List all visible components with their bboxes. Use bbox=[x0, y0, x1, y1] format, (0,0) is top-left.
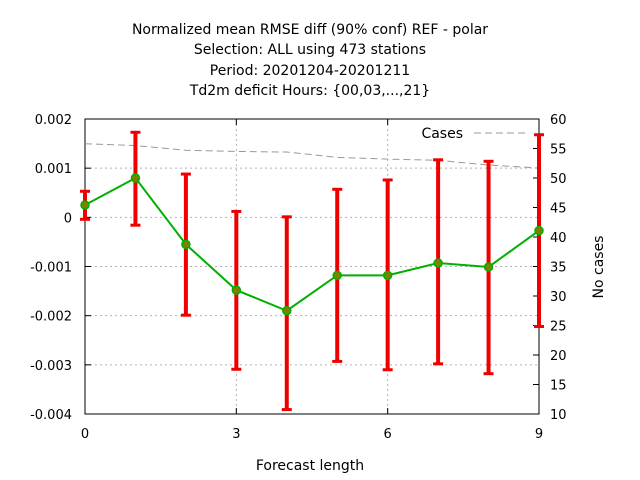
title-line-3: Period: 20201204-20201211 bbox=[210, 63, 410, 79]
y2-tick-label: 60 bbox=[550, 113, 567, 128]
x-axis: 0 3 6 9 bbox=[81, 119, 543, 442]
errorbars bbox=[80, 130, 544, 412]
y2-tick-label: 20 bbox=[550, 349, 567, 364]
data-point bbox=[80, 200, 90, 210]
y-tick-label: 0.002 bbox=[35, 113, 72, 128]
y2-tick-label: 35 bbox=[550, 261, 567, 276]
y2-tick-label: 25 bbox=[550, 320, 567, 335]
y-tick-label: 0.001 bbox=[35, 162, 72, 177]
y2-tick-label: 50 bbox=[550, 172, 567, 187]
data-point bbox=[382, 270, 393, 281]
data-point bbox=[282, 306, 292, 316]
legend-label-cases: Cases bbox=[421, 126, 463, 142]
y2-tick-label: 55 bbox=[550, 143, 567, 158]
y2-axis: 60 55 50 45 40 35 30 25 20 15 10 bbox=[533, 113, 567, 423]
data-point bbox=[433, 258, 443, 268]
y-axis: 0.002 0.001 0 -0.001 -0.002 -0.003 -0.004 bbox=[30, 113, 91, 423]
x-tick-label: 3 bbox=[232, 427, 240, 442]
title-line-2: Selection: ALL using 473 stations bbox=[194, 42, 426, 58]
data-point bbox=[483, 262, 494, 272]
title-line-4: Td2m deficit Hours: {00,03,...,21} bbox=[189, 83, 430, 99]
title-line-1: Normalized mean RMSE diff (90% conf) REF… bbox=[132, 22, 488, 38]
data-point bbox=[332, 270, 342, 281]
main-line bbox=[84, 176, 540, 312]
data-point bbox=[534, 225, 544, 236]
x-tick-label: 6 bbox=[384, 427, 392, 442]
chart-title: Normalized mean RMSE diff (90% conf) REF… bbox=[132, 22, 488, 99]
cases-line bbox=[84, 143, 540, 169]
main-series bbox=[80, 173, 544, 316]
x-axis-label: Forecast length bbox=[256, 458, 364, 474]
y2-axis-label: No cases bbox=[591, 236, 607, 299]
x-tick-label: 9 bbox=[535, 427, 543, 442]
data-point bbox=[181, 239, 191, 250]
y-tick-label: -0.001 bbox=[30, 261, 72, 276]
y2-tick-label: 40 bbox=[550, 231, 567, 246]
legend: Cases bbox=[421, 126, 526, 142]
cases-series bbox=[84, 143, 540, 169]
y-tick-label: 0 bbox=[64, 211, 72, 226]
y-tick-label: -0.003 bbox=[30, 359, 72, 374]
y2-tick-label: 10 bbox=[550, 408, 567, 423]
y2-tick-label: 45 bbox=[550, 202, 567, 217]
data-point bbox=[130, 173, 141, 183]
y-tick-label: -0.002 bbox=[30, 310, 72, 325]
data-point bbox=[231, 285, 242, 295]
y2-tick-label: 15 bbox=[550, 379, 567, 394]
y2-tick-label: 30 bbox=[550, 290, 567, 305]
y-tick-label: -0.004 bbox=[30, 408, 72, 423]
x-tick-label: 0 bbox=[81, 427, 89, 442]
